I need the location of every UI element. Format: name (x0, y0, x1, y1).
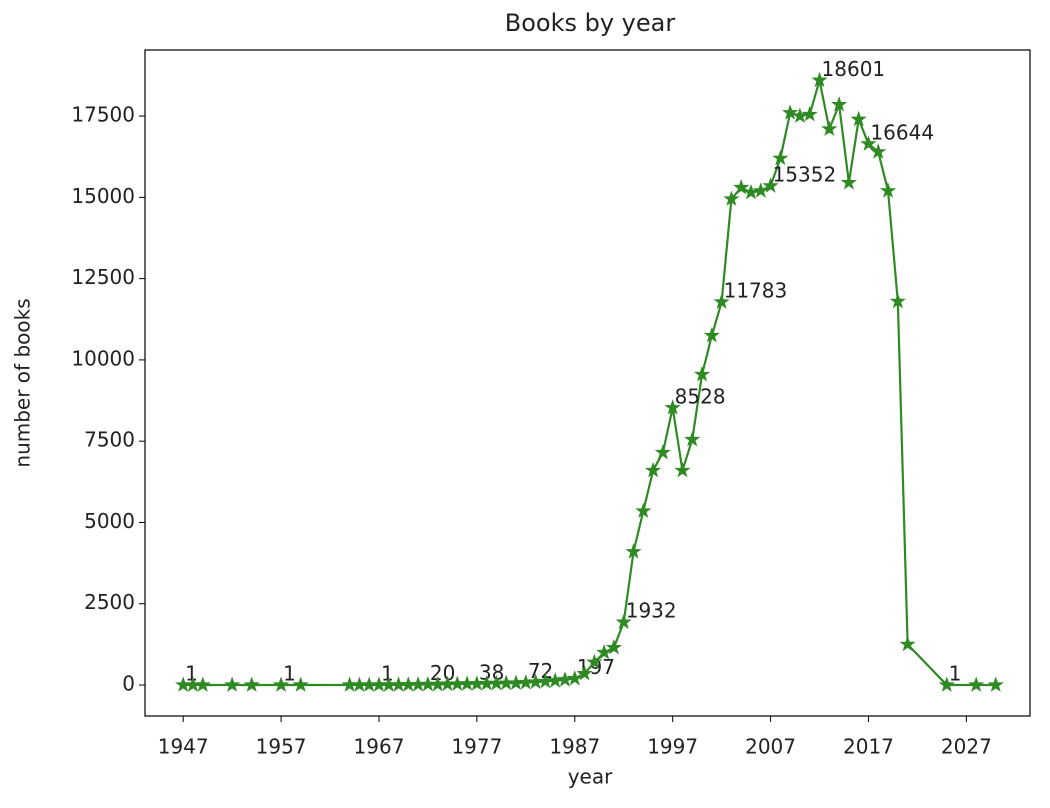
data-point (899, 635, 916, 652)
data-label: 16644 (870, 120, 934, 144)
data-point (821, 120, 838, 136)
data-label: 38 (479, 660, 504, 684)
y-tick-label: 10000 (71, 346, 135, 370)
x-tick-label: 1957 (256, 735, 307, 759)
data-label: 1 (381, 661, 394, 685)
data-label: 1 (283, 661, 296, 685)
data-point (723, 190, 740, 206)
data-point (625, 543, 642, 559)
y-tick-label: 0 (122, 672, 135, 696)
data-point (772, 149, 789, 166)
data-point (684, 431, 701, 447)
data-point (615, 613, 632, 630)
data-point (840, 174, 857, 190)
y-tick-label: 7500 (84, 428, 135, 452)
data-point (674, 461, 691, 478)
x-tick-label: 2007 (745, 735, 796, 759)
data-point (742, 183, 760, 200)
x-tick-label: 2017 (843, 735, 894, 759)
data-label: 1 (949, 661, 962, 685)
data-point (703, 326, 720, 343)
y-tick-label: 17500 (71, 103, 135, 127)
data-point (870, 143, 887, 159)
y-axis-label: number of books (11, 298, 35, 467)
data-point (635, 502, 652, 518)
data-point (596, 643, 613, 660)
data-point (860, 135, 877, 151)
data-point (693, 365, 711, 382)
data-point (243, 676, 260, 692)
x-tick-label: 1997 (647, 735, 698, 759)
data-point (830, 96, 848, 112)
data-point (752, 182, 769, 198)
data-point (292, 676, 309, 692)
data-point (889, 292, 906, 309)
data-point (272, 676, 290, 692)
data-point (713, 293, 730, 309)
data-label: 1 (185, 661, 198, 685)
data-label: 18601 (822, 57, 886, 81)
data-label: 11783 (724, 278, 788, 302)
data-point (811, 71, 828, 88)
y-tick-label: 2500 (84, 590, 135, 614)
data-label: 1932 (626, 599, 677, 623)
data-point (644, 461, 662, 478)
data-point (850, 110, 867, 127)
data-point (879, 182, 897, 198)
data-label: 20 (430, 661, 455, 685)
y-tick-label: 5000 (84, 509, 135, 533)
data-point (762, 177, 779, 193)
data-point (507, 674, 525, 690)
plot-frame (144, 49, 1031, 717)
x-axis-label: year (568, 765, 613, 789)
data-label: 8528 (675, 384, 726, 408)
x-tick-label: 1947 (158, 735, 209, 759)
y-tick-label: 15000 (71, 184, 135, 208)
data-point (733, 179, 750, 195)
data-line (183, 79, 996, 687)
data-point (556, 671, 574, 687)
data-point (968, 676, 985, 692)
x-tick-label: 2027 (941, 735, 992, 759)
data-point (194, 676, 211, 692)
y-tick-label: 12500 (71, 265, 135, 289)
data-point (566, 670, 583, 686)
chart-title: Books by year (505, 9, 676, 37)
data-point (782, 104, 799, 120)
x-tick-label: 1987 (549, 735, 600, 759)
data-point (654, 444, 671, 460)
x-tick-label: 1977 (451, 735, 502, 759)
data-label: 15352 (773, 162, 837, 186)
data-point (410, 676, 427, 692)
data-point (605, 639, 623, 655)
data-point (576, 665, 593, 681)
data-point (586, 653, 603, 670)
data-point (938, 676, 955, 692)
data-point (224, 676, 241, 692)
data-point (801, 105, 818, 122)
data-point (664, 399, 681, 415)
data-point (987, 676, 1004, 692)
x-tick-label: 1967 (354, 735, 405, 759)
